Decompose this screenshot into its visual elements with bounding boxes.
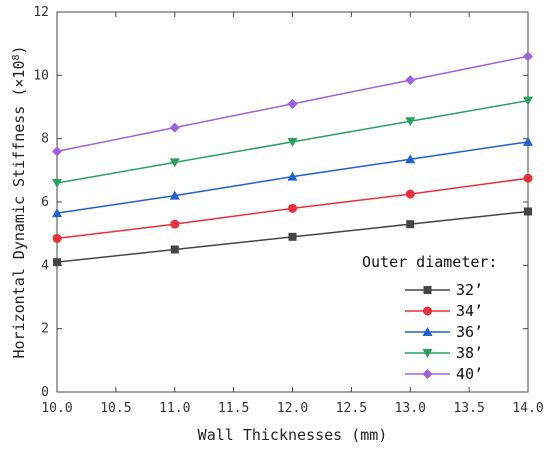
x-tick-label: 11.0: [159, 401, 190, 416]
x-tick-label: 14.0: [512, 401, 543, 416]
legend-label: 32’: [456, 281, 483, 299]
data-point: [170, 245, 179, 254]
legend-marker: [422, 349, 433, 358]
data-point: [523, 51, 533, 62]
legend-entry: 32’: [405, 281, 483, 299]
series-layer: [52, 51, 533, 267]
x-tick-label: 11.5: [218, 401, 249, 416]
legend-label: 38’: [456, 344, 483, 362]
legend-entry: 38’: [405, 344, 483, 362]
data-point: [52, 146, 62, 157]
legend-marker: [422, 327, 433, 336]
x-tick-label: 13.0: [395, 401, 426, 416]
y-axis-label: Horizontal Dynamic Stiffness (×108): [10, 45, 28, 358]
data-point: [405, 75, 416, 86]
x-axis-ticks: 10.0 10.5 11.0 11.5 12.0 12.5 13.0 13.5 14.0: [41, 12, 544, 416]
legend-entry: 34’: [405, 302, 483, 320]
data-point: [523, 173, 533, 183]
legend-marker: [422, 369, 433, 379]
legend-label: 34’: [456, 302, 483, 320]
y-tick-label: 6: [41, 195, 49, 210]
y-axis-ticks: 0 2 4 6 8 10 12: [33, 5, 528, 400]
legend-entry: 36’: [405, 323, 483, 341]
x-tick-label: 12.5: [336, 401, 367, 416]
x-tick-label: 12.0: [277, 401, 308, 416]
series-3: [52, 136, 533, 218]
data-point: [52, 208, 62, 218]
data-point: [406, 220, 415, 229]
data-point: [405, 154, 416, 164]
legend-marker: [423, 286, 432, 294]
data-point: [405, 189, 415, 199]
data-point: [287, 171, 298, 181]
legend-entry: 40’: [405, 365, 483, 383]
y-tick-label: 4: [41, 258, 49, 273]
data-point: [52, 179, 62, 188]
legend-marker: [423, 306, 432, 316]
x-tick-label: 10.5: [100, 401, 131, 416]
y-axis-label-close: ): [10, 45, 28, 54]
x-tick-label: 10.0: [41, 401, 72, 416]
y-axis-label-exponent: 8: [11, 54, 22, 60]
data-point: [287, 98, 298, 109]
data-point: [523, 136, 533, 146]
y-tick-label: 8: [41, 132, 49, 147]
legend-title: Outer diameter:: [362, 253, 497, 271]
series-5: [52, 51, 533, 157]
legend-label: 36’: [456, 323, 483, 341]
data-point: [405, 117, 416, 127]
legend-label: 40’: [456, 365, 483, 383]
y-tick-label: 10: [33, 68, 49, 83]
data-point: [288, 203, 297, 213]
data-point: [523, 96, 533, 106]
series-4: [52, 96, 533, 188]
data-point: [169, 158, 180, 168]
y-tick-label: 0: [41, 385, 49, 400]
y-axis-label-main: Horizontal Dynamic Stiffness (×10: [10, 61, 28, 359]
series-2: [52, 173, 533, 243]
data-point: [169, 122, 180, 133]
data-point: [288, 232, 297, 241]
legend: Outer diameter: 32’ 34’ 36’ 38’ 40’: [362, 253, 497, 383]
data-point: [524, 207, 532, 216]
x-tick-label: 13.5: [453, 401, 484, 416]
data-point: [52, 233, 62, 243]
data-point: [287, 137, 298, 147]
data-point: [169, 190, 180, 200]
x-axis-label: Wall Thicknesses (mm): [198, 426, 388, 444]
data-point: [170, 219, 180, 229]
data-point: [53, 258, 61, 267]
y-tick-label: 2: [41, 322, 49, 337]
series-1: [53, 207, 532, 267]
y-tick-label: 12: [33, 5, 49, 20]
